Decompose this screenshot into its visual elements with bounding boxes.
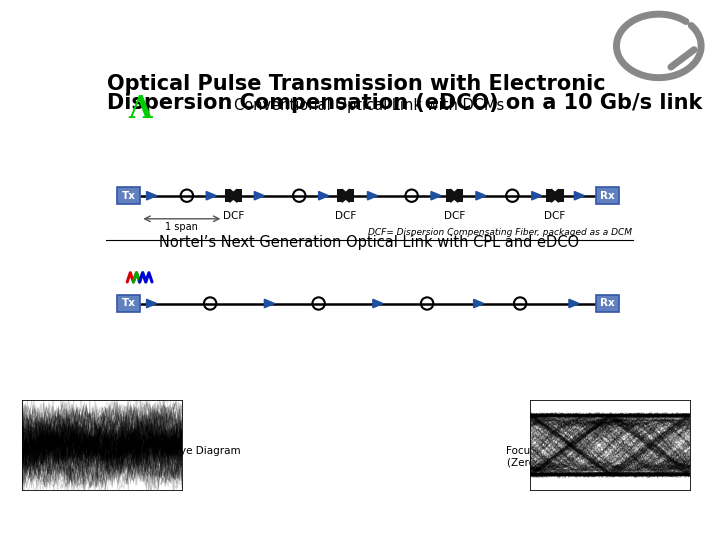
FancyBboxPatch shape [458,189,463,202]
Text: Focused Eye Diagram
(Zero Net Dispersion): Focused Eye Diagram (Zero Net Dispersion… [506,446,619,468]
Polygon shape [342,189,349,202]
Polygon shape [147,299,157,308]
Polygon shape [367,192,377,200]
Text: Tx: Tx [122,299,136,308]
Polygon shape [575,192,585,200]
Text: Conventional Optical Link with DCMs: Conventional Optical Link with DCMs [234,98,504,113]
FancyBboxPatch shape [337,189,342,202]
FancyBboxPatch shape [349,189,354,202]
Text: DCF= Dispersion Compensating Fiber, packaged as a DCM: DCF= Dispersion Compensating Fiber, pack… [369,228,632,237]
Text: Rx: Rx [600,191,615,201]
FancyBboxPatch shape [546,189,552,202]
Text: DCF: DCF [222,211,244,221]
Polygon shape [319,192,329,200]
Polygon shape [147,192,157,200]
Polygon shape [264,299,274,308]
Polygon shape [474,299,484,308]
Polygon shape [569,299,579,308]
Polygon shape [206,192,216,200]
FancyBboxPatch shape [446,189,451,202]
Polygon shape [342,189,349,202]
Text: Dispersion Compensation (eDCO) on a 10 Gb/s link: Dispersion Compensation (eDCO) on a 10 G… [107,92,703,112]
Polygon shape [254,192,264,200]
Text: Optical Pulse Transmission with Electronic: Optical Pulse Transmission with Electron… [107,74,606,94]
Polygon shape [476,192,486,200]
Text: Nortel’s Next Generation Optical Link with CPL and eDCO: Nortel’s Next Generation Optical Link wi… [159,234,579,249]
Text: DCF: DCF [544,211,566,221]
Polygon shape [532,192,542,200]
Text: 1 span: 1 span [166,222,198,232]
Polygon shape [451,189,458,202]
FancyBboxPatch shape [117,295,140,312]
Text: Rx: Rx [600,299,615,308]
FancyBboxPatch shape [237,189,242,202]
FancyBboxPatch shape [559,189,564,202]
Polygon shape [552,189,559,202]
FancyBboxPatch shape [117,187,140,204]
Text: Tx: Tx [122,191,136,201]
Text: DCF: DCF [335,211,356,221]
Text: Pre-Distorted, Eye Diagram: Pre-Distorted, Eye Diagram [98,446,240,456]
Text: Λ: Λ [129,94,152,125]
FancyBboxPatch shape [596,187,619,204]
Text: 11: 11 [104,458,120,471]
FancyBboxPatch shape [596,295,619,312]
Polygon shape [431,192,441,200]
FancyBboxPatch shape [225,189,230,202]
Polygon shape [373,299,383,308]
Polygon shape [451,189,458,202]
Polygon shape [230,189,237,202]
Polygon shape [230,189,237,202]
Polygon shape [552,189,559,202]
Text: DCF: DCF [444,211,465,221]
